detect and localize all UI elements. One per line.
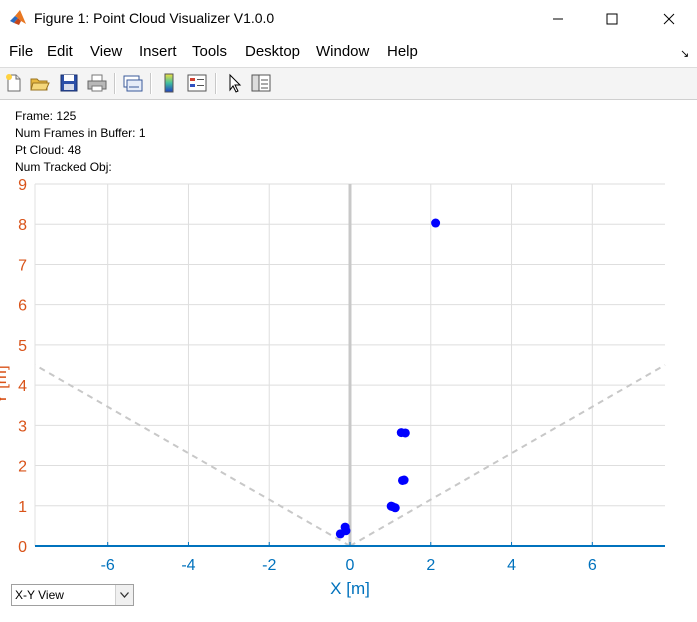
y-tick-label: 8 [18,217,27,234]
pointer-icon[interactable] [223,72,245,94]
minimize-icon [553,18,563,19]
point-marker [386,501,396,511]
x-tick-label: 0 [346,557,355,574]
save-icon[interactable] [58,72,80,94]
toolbar-divider [0,67,697,68]
fov-boundary-lines [34,364,666,547]
point-marker [335,529,345,539]
y-tick-label: 5 [18,338,27,355]
menu-file[interactable]: File [9,43,34,60]
chevron-down-icon[interactable] [115,585,133,605]
minimize-button[interactable] [535,0,581,37]
matlab-logo-icon [10,10,26,25]
y-tick-label: 9 [18,178,27,194]
close-icon [663,13,675,24]
legend-icon[interactable] [186,72,208,94]
num-frames-buffer-label: Num Frames in Buffer: 1 [15,126,146,140]
y-tick-label: 7 [18,257,27,274]
point-cloud-points [335,218,441,539]
menu-help[interactable]: Help [387,43,418,60]
y-tick-label: 4 [18,378,27,395]
y-tick-label: 3 [18,418,27,435]
fov-line [34,364,351,547]
dock-figure-icon[interactable]: ↘ [680,48,690,60]
menu-view[interactable]: View [90,43,123,60]
y-axis-label: Y [m] [0,365,10,404]
x-tick-label: 6 [588,557,597,574]
point-cloud-plot[interactable]: -6 -4 -2 0 2 4 6 0 1 2 3 4 5 6 7 8 9 X [m] Y [m] [0,178,697,602]
view-select[interactable]: X-Y View [11,584,134,606]
x-tick-label: -2 [262,557,276,574]
menu-bar: File Edit View Insert Tools Desktop Wind… [0,41,697,63]
x-axis-label: X [m] [330,579,370,598]
close-button[interactable] [646,0,692,37]
x-tick-label: 4 [507,557,516,574]
point-marker [400,428,410,438]
view-select-value: X-Y View [15,588,64,602]
pt-cloud-label: Pt Cloud: 48 [15,143,82,157]
figure-toolbar [0,68,697,100]
y-tick-label: 6 [18,298,27,315]
axis-labels: -6 -4 -2 0 2 4 6 0 1 2 3 4 5 6 7 8 9 X [m] Y [m] [0,178,597,598]
link-plot-icon[interactable] [121,72,143,94]
toolbar-separator [114,73,116,94]
num-tracked-obj-label: Num Tracked Obj: [15,160,112,174]
menu-insert[interactable]: Insert [139,43,177,60]
menu-desktop[interactable]: Desktop [245,43,301,60]
frame-label: Frame: 125 [15,109,77,123]
maximize-button[interactable] [589,0,635,37]
y-tick-label: 2 [18,459,27,476]
fov-line [349,364,666,547]
y-tick-label: 0 [18,539,27,556]
x-tick-label: -4 [181,557,195,574]
menu-tools[interactable]: Tools [192,43,228,60]
colorbar-icon[interactable] [158,72,180,94]
menu-edit[interactable]: Edit [47,43,73,60]
new-figure-icon[interactable] [3,72,25,94]
print-icon[interactable] [86,72,108,94]
point-marker [431,218,441,228]
open-file-icon[interactable] [29,72,51,94]
toolbar-separator [215,73,217,94]
menu-window[interactable]: Window [316,43,370,60]
x-tick-label: 2 [426,557,435,574]
window-title: Figure 1: Point Cloud Visualizer V1.0.0 [34,10,275,26]
axes [34,184,665,547]
maximize-icon [606,13,618,24]
toolbar-separator [150,73,152,94]
property-editor-icon[interactable] [250,72,272,94]
y-tick-label: 1 [18,499,27,516]
point-marker [399,475,409,485]
x-tick-label: -6 [101,557,115,574]
title-bar: Figure 1: Point Cloud Visualizer V1.0.0 [0,0,697,37]
